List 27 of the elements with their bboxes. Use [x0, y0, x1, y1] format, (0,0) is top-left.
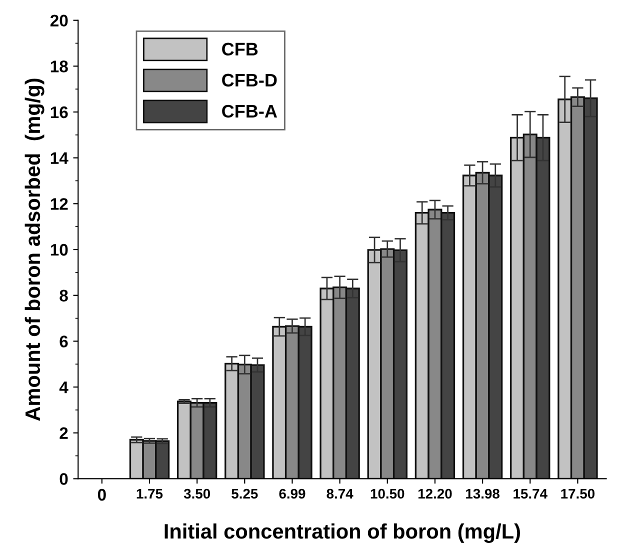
y-tick-label: 2 [60, 427, 68, 439]
y-tick-label: 6 [60, 336, 68, 348]
x-tick-label: 17.50 [561, 488, 595, 499]
legend-label: CFB-A [222, 104, 278, 118]
y-tick-label: 16 [50, 106, 68, 118]
y-axis-title: Amount of boron adsorbed (mg/g) [24, 78, 44, 421]
x-axis-title: Initial concentration of boron (mg/L) [164, 523, 520, 543]
y-tick-label: 18 [50, 60, 68, 72]
x-tick-label: 5.25 [232, 488, 258, 499]
x-tick-label: 3.50 [184, 488, 210, 499]
x-tick-label: 0 [98, 488, 106, 501]
x-tick-label: 1.75 [136, 488, 163, 499]
y-tick-label: 12 [50, 198, 68, 210]
legend-label: CFB [222, 42, 258, 56]
x-tick-label: 12.20 [418, 488, 452, 499]
x-tick-label: 8.74 [326, 488, 354, 499]
y-tick-label: 4 [59, 382, 68, 394]
y-tick-label: 20 [50, 14, 68, 27]
y-tick-label: 0 [60, 473, 68, 485]
x-tick-label: 13.98 [466, 488, 500, 499]
y-tick-label: 14 [50, 152, 68, 164]
y-tick-label: 10 [50, 244, 68, 256]
x-tick-label: 10.50 [370, 488, 404, 499]
legend-label: CFB-D [222, 74, 277, 87]
y-tick-label: 8 [60, 290, 68, 302]
x-tick-label: 15.74 [514, 488, 548, 499]
x-tick-label: 6.99 [279, 488, 306, 499]
